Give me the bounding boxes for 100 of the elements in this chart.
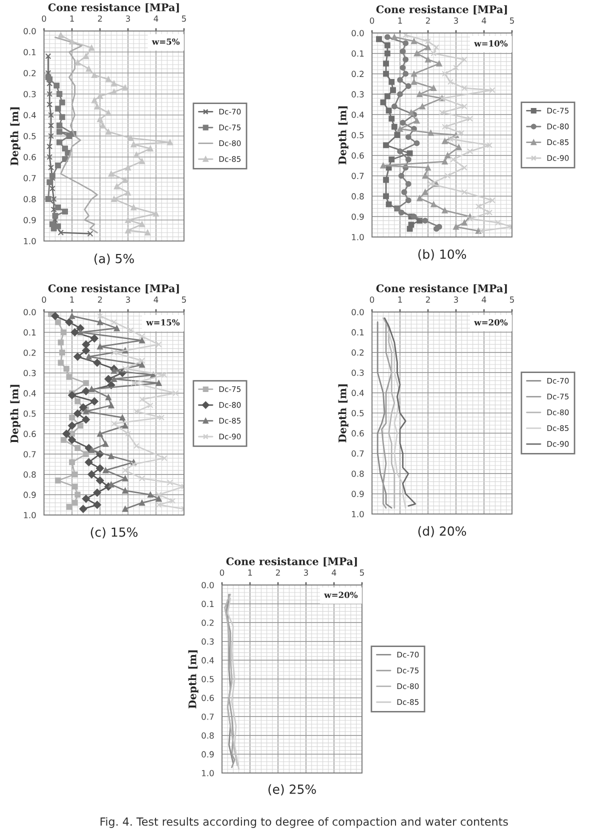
y-axis-title: Depth [m]	[338, 384, 348, 442]
caption: Fig. 4. Test results according to degree of compaction and water contents	[100, 817, 508, 828]
x-tick-label: 4	[154, 16, 158, 22]
y-tick-label: 0.8	[352, 193, 364, 200]
y-tick-label: 1.0	[202, 770, 214, 776]
y-tick-label: 0.7	[24, 174, 36, 182]
y-tick-label: 0.1	[352, 50, 364, 57]
x-tick-label: 2	[426, 17, 430, 24]
x-tick-label: 3	[454, 296, 458, 303]
x-tick-label: 5	[360, 570, 364, 576]
y-tick-label: 0.2	[352, 349, 364, 356]
text: (c) 15%	[90, 527, 138, 538]
annotation: w=15%	[146, 319, 180, 326]
y-tick-label: 0.2	[202, 620, 214, 626]
y-tick-label: 0.6	[202, 694, 214, 702]
x-tick-label: 0	[370, 296, 374, 303]
x-tick-label: 3	[126, 296, 130, 303]
y-tick-label: 0.8	[202, 732, 214, 739]
y-tick-label: 0.8	[352, 470, 364, 477]
x-tick-label: 3	[304, 569, 308, 576]
x-tick-label: 1	[70, 16, 74, 22]
x-tick-label: 4	[332, 570, 336, 576]
y-tick-label: 1.0	[352, 510, 364, 518]
x-tick-label: 2	[98, 15, 102, 22]
y-tick-label: 0.5	[24, 410, 36, 417]
y-tick-label: 0.3	[352, 370, 364, 376]
y-tick-label: 0.9	[352, 490, 364, 498]
y-tick-label: 0.7	[352, 172, 364, 180]
x-tick-label: 3	[454, 17, 458, 24]
text: (a) 5%	[94, 254, 134, 265]
annotation: w=20%	[474, 319, 508, 326]
y-tick-label: 0.1	[24, 48, 36, 56]
x-tick-label: 1	[248, 570, 252, 576]
y-tick-label: 0.0	[24, 308, 36, 316]
y-tick-label: 0.5	[24, 132, 36, 140]
x-tick-label: 2	[276, 569, 280, 576]
y-tick-label: 1.0	[24, 238, 36, 244]
x-tick-label: 4	[482, 18, 486, 24]
y-tick-label: 0.0	[24, 28, 36, 34]
x-tick-label: 5	[510, 296, 514, 303]
y-tick-label: 0.0	[202, 582, 214, 588]
annotation: w=20%	[324, 592, 358, 598]
y-axis-title: Depth [m]	[10, 107, 20, 166]
y-axis-title: Depth [m]	[338, 106, 348, 164]
y-tick-label: 0.8	[24, 196, 36, 202]
y-tick-label: 0.3	[24, 90, 36, 98]
x-tick-label: 4	[154, 296, 158, 303]
y-tick-label: 0.6	[24, 154, 36, 160]
x-tick-label: 2	[426, 296, 430, 303]
y-tick-label: 0.2	[352, 70, 364, 78]
annotation: w=5%	[152, 38, 180, 45]
x-tick-label: 0	[42, 296, 46, 303]
y-tick-label: 0.3	[24, 370, 36, 376]
y-tick-label: 1.0	[24, 512, 36, 518]
y-tick-label: 0.5	[352, 132, 364, 138]
y-tick-label: 0.9	[24, 216, 36, 224]
y-tick-label: 0.3	[352, 91, 364, 98]
x-tick-label: 2	[98, 296, 102, 303]
x-axis-title: Cone resistance [MPa]	[48, 284, 179, 294]
y-tick-label: 0.7	[352, 450, 364, 457]
x-tick-label: 1	[70, 296, 74, 303]
text: (d) 20%	[418, 526, 466, 538]
x-tick-label: 0	[42, 15, 46, 22]
y-tick-label: 0.4	[352, 112, 364, 118]
y-axis-title: Depth [m]	[188, 650, 198, 708]
y-tick-label: 1.0	[352, 234, 364, 240]
y-tick-label: 0.4	[202, 657, 214, 664]
y-tick-label: 0.1	[24, 329, 36, 336]
y-tick-label: 0.1	[202, 600, 214, 608]
x-tick-label: 4	[482, 296, 486, 303]
annotation: w=10%	[474, 40, 508, 47]
x-tick-label: 5	[182, 16, 186, 22]
x-axis-title: Cone resistance [MPa]	[376, 284, 507, 294]
y-tick-label: 0.9	[202, 751, 214, 758]
x-axis-title: Cone resistance [MPa]	[226, 557, 357, 567]
x-tick-label: 1	[398, 296, 402, 303]
x-axis-title: Cone resistance [MPa]	[376, 5, 507, 15]
y-tick-label: 0.3	[202, 638, 214, 645]
y-tick-label: 0.5	[352, 410, 364, 416]
y-tick-label: 0.6	[24, 430, 36, 438]
text: (b) 10%	[418, 249, 466, 260]
x-axis-title: Cone resistance [MPa]	[48, 3, 179, 13]
y-tick-label: 0.9	[24, 492, 36, 498]
x-tick-label: 0	[220, 569, 224, 576]
y-tick-label: 0.7	[202, 714, 214, 720]
text: (e) 25%	[268, 784, 316, 796]
y-axis-title: Depth [m]	[10, 384, 20, 443]
y-tick-label: 0.2	[24, 70, 36, 76]
y-tick-label: 0.5	[202, 676, 214, 682]
x-tick-label: 3	[126, 15, 130, 22]
y-tick-label: 0.0	[352, 30, 364, 36]
y-tick-label: 0.4	[24, 112, 36, 118]
y-tick-label: 0.1	[352, 329, 364, 336]
y-tick-label: 0.6	[352, 430, 364, 436]
x-tick-label: 5	[510, 18, 514, 24]
y-tick-label: 0.4	[24, 390, 36, 396]
y-tick-label: 0.6	[352, 152, 364, 159]
y-tick-label: 0.2	[24, 350, 36, 356]
y-tick-label: 0.9	[352, 214, 364, 220]
y-tick-label: 0.7	[24, 451, 36, 458]
